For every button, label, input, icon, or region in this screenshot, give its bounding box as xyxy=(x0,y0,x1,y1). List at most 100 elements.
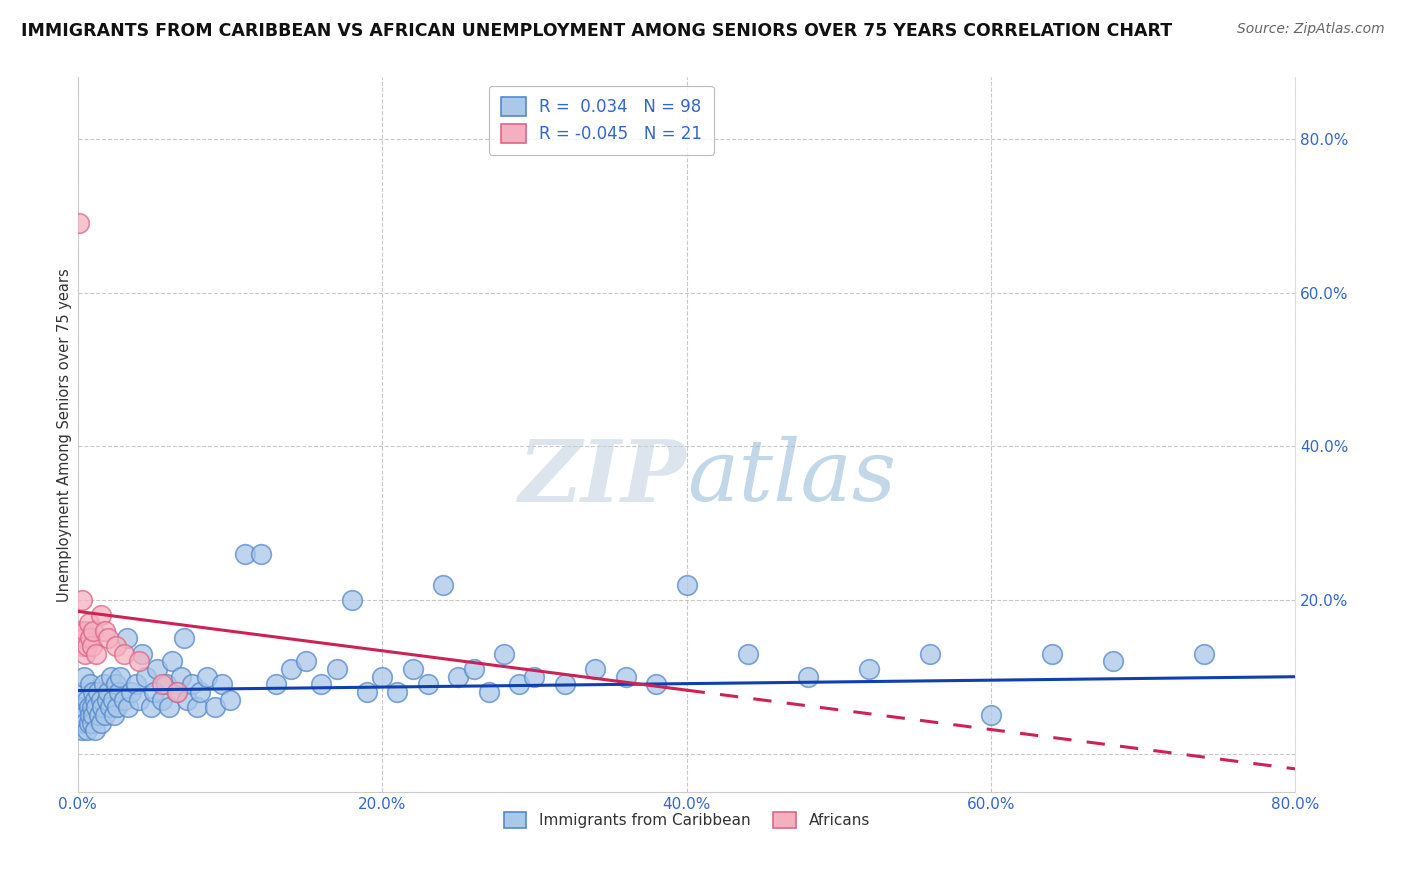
Point xyxy=(89,708,111,723)
Point xyxy=(73,632,96,646)
Point xyxy=(219,692,242,706)
Point xyxy=(75,708,97,723)
Point xyxy=(797,670,820,684)
Point xyxy=(416,677,439,691)
Point xyxy=(110,670,132,684)
Point xyxy=(325,662,347,676)
Point xyxy=(371,670,394,684)
Point xyxy=(858,662,880,676)
Point xyxy=(100,670,122,684)
Point xyxy=(204,700,226,714)
Point xyxy=(104,677,127,691)
Point xyxy=(146,662,169,676)
Point xyxy=(112,692,135,706)
Point xyxy=(170,670,193,684)
Point xyxy=(233,547,256,561)
Point xyxy=(340,593,363,607)
Point xyxy=(76,692,98,706)
Point xyxy=(91,700,114,714)
Point xyxy=(264,677,287,691)
Point xyxy=(79,708,101,723)
Point xyxy=(75,624,97,638)
Point xyxy=(166,685,188,699)
Legend: Immigrants from Caribbean, Africans: Immigrants from Caribbean, Africans xyxy=(498,805,876,834)
Point xyxy=(76,639,98,653)
Point xyxy=(86,685,108,699)
Point xyxy=(311,677,333,691)
Point xyxy=(125,677,148,691)
Point xyxy=(75,715,97,730)
Point xyxy=(82,624,104,638)
Y-axis label: Unemployment Among Seniors over 75 years: Unemployment Among Seniors over 75 years xyxy=(58,268,72,601)
Point xyxy=(97,685,120,699)
Point xyxy=(188,685,211,699)
Point xyxy=(675,577,697,591)
Point xyxy=(447,670,470,684)
Point xyxy=(101,692,124,706)
Point xyxy=(155,677,177,691)
Text: atlas: atlas xyxy=(686,436,896,519)
Point xyxy=(117,700,139,714)
Point xyxy=(84,647,107,661)
Point xyxy=(90,608,112,623)
Point xyxy=(1101,654,1123,668)
Point xyxy=(82,708,104,723)
Point xyxy=(554,677,576,691)
Point xyxy=(108,685,131,699)
Point xyxy=(387,685,409,699)
Point xyxy=(432,577,454,591)
Point xyxy=(77,700,100,714)
Point xyxy=(73,670,96,684)
Point xyxy=(67,700,90,714)
Point xyxy=(737,647,759,661)
Point xyxy=(115,632,138,646)
Point xyxy=(76,723,98,738)
Point xyxy=(72,685,94,699)
Point xyxy=(112,647,135,661)
Point xyxy=(492,647,515,661)
Point xyxy=(508,677,530,691)
Text: ZIP: ZIP xyxy=(519,436,686,519)
Point xyxy=(103,708,125,723)
Point xyxy=(72,723,94,738)
Point xyxy=(82,685,104,699)
Point xyxy=(83,723,105,738)
Point xyxy=(128,654,150,668)
Point xyxy=(70,624,93,638)
Point xyxy=(79,677,101,691)
Point xyxy=(83,692,105,706)
Point xyxy=(150,677,173,691)
Point xyxy=(67,216,90,230)
Point xyxy=(84,700,107,714)
Point xyxy=(90,692,112,706)
Point xyxy=(181,677,204,691)
Text: IMMIGRANTS FROM CARIBBEAN VS AFRICAN UNEMPLOYMENT AMONG SENIORS OVER 75 YEARS CO: IMMIGRANTS FROM CARIBBEAN VS AFRICAN UNE… xyxy=(21,22,1173,40)
Point xyxy=(72,639,94,653)
Point xyxy=(79,632,101,646)
Point xyxy=(80,700,103,714)
Point xyxy=(143,685,166,699)
Point xyxy=(463,662,485,676)
Point xyxy=(94,708,117,723)
Point xyxy=(614,670,637,684)
Point xyxy=(70,708,93,723)
Point xyxy=(176,692,198,706)
Point xyxy=(1192,647,1215,661)
Point xyxy=(249,547,271,561)
Point xyxy=(75,647,97,661)
Point xyxy=(356,685,378,699)
Point xyxy=(402,662,425,676)
Point xyxy=(73,700,96,714)
Point xyxy=(150,692,173,706)
Point xyxy=(920,647,942,661)
Point xyxy=(162,654,184,668)
Point xyxy=(211,677,233,691)
Point xyxy=(157,700,180,714)
Point xyxy=(77,615,100,630)
Point xyxy=(128,692,150,706)
Point xyxy=(97,632,120,646)
Point xyxy=(104,639,127,653)
Point xyxy=(195,670,218,684)
Point xyxy=(72,593,94,607)
Point xyxy=(478,685,501,699)
